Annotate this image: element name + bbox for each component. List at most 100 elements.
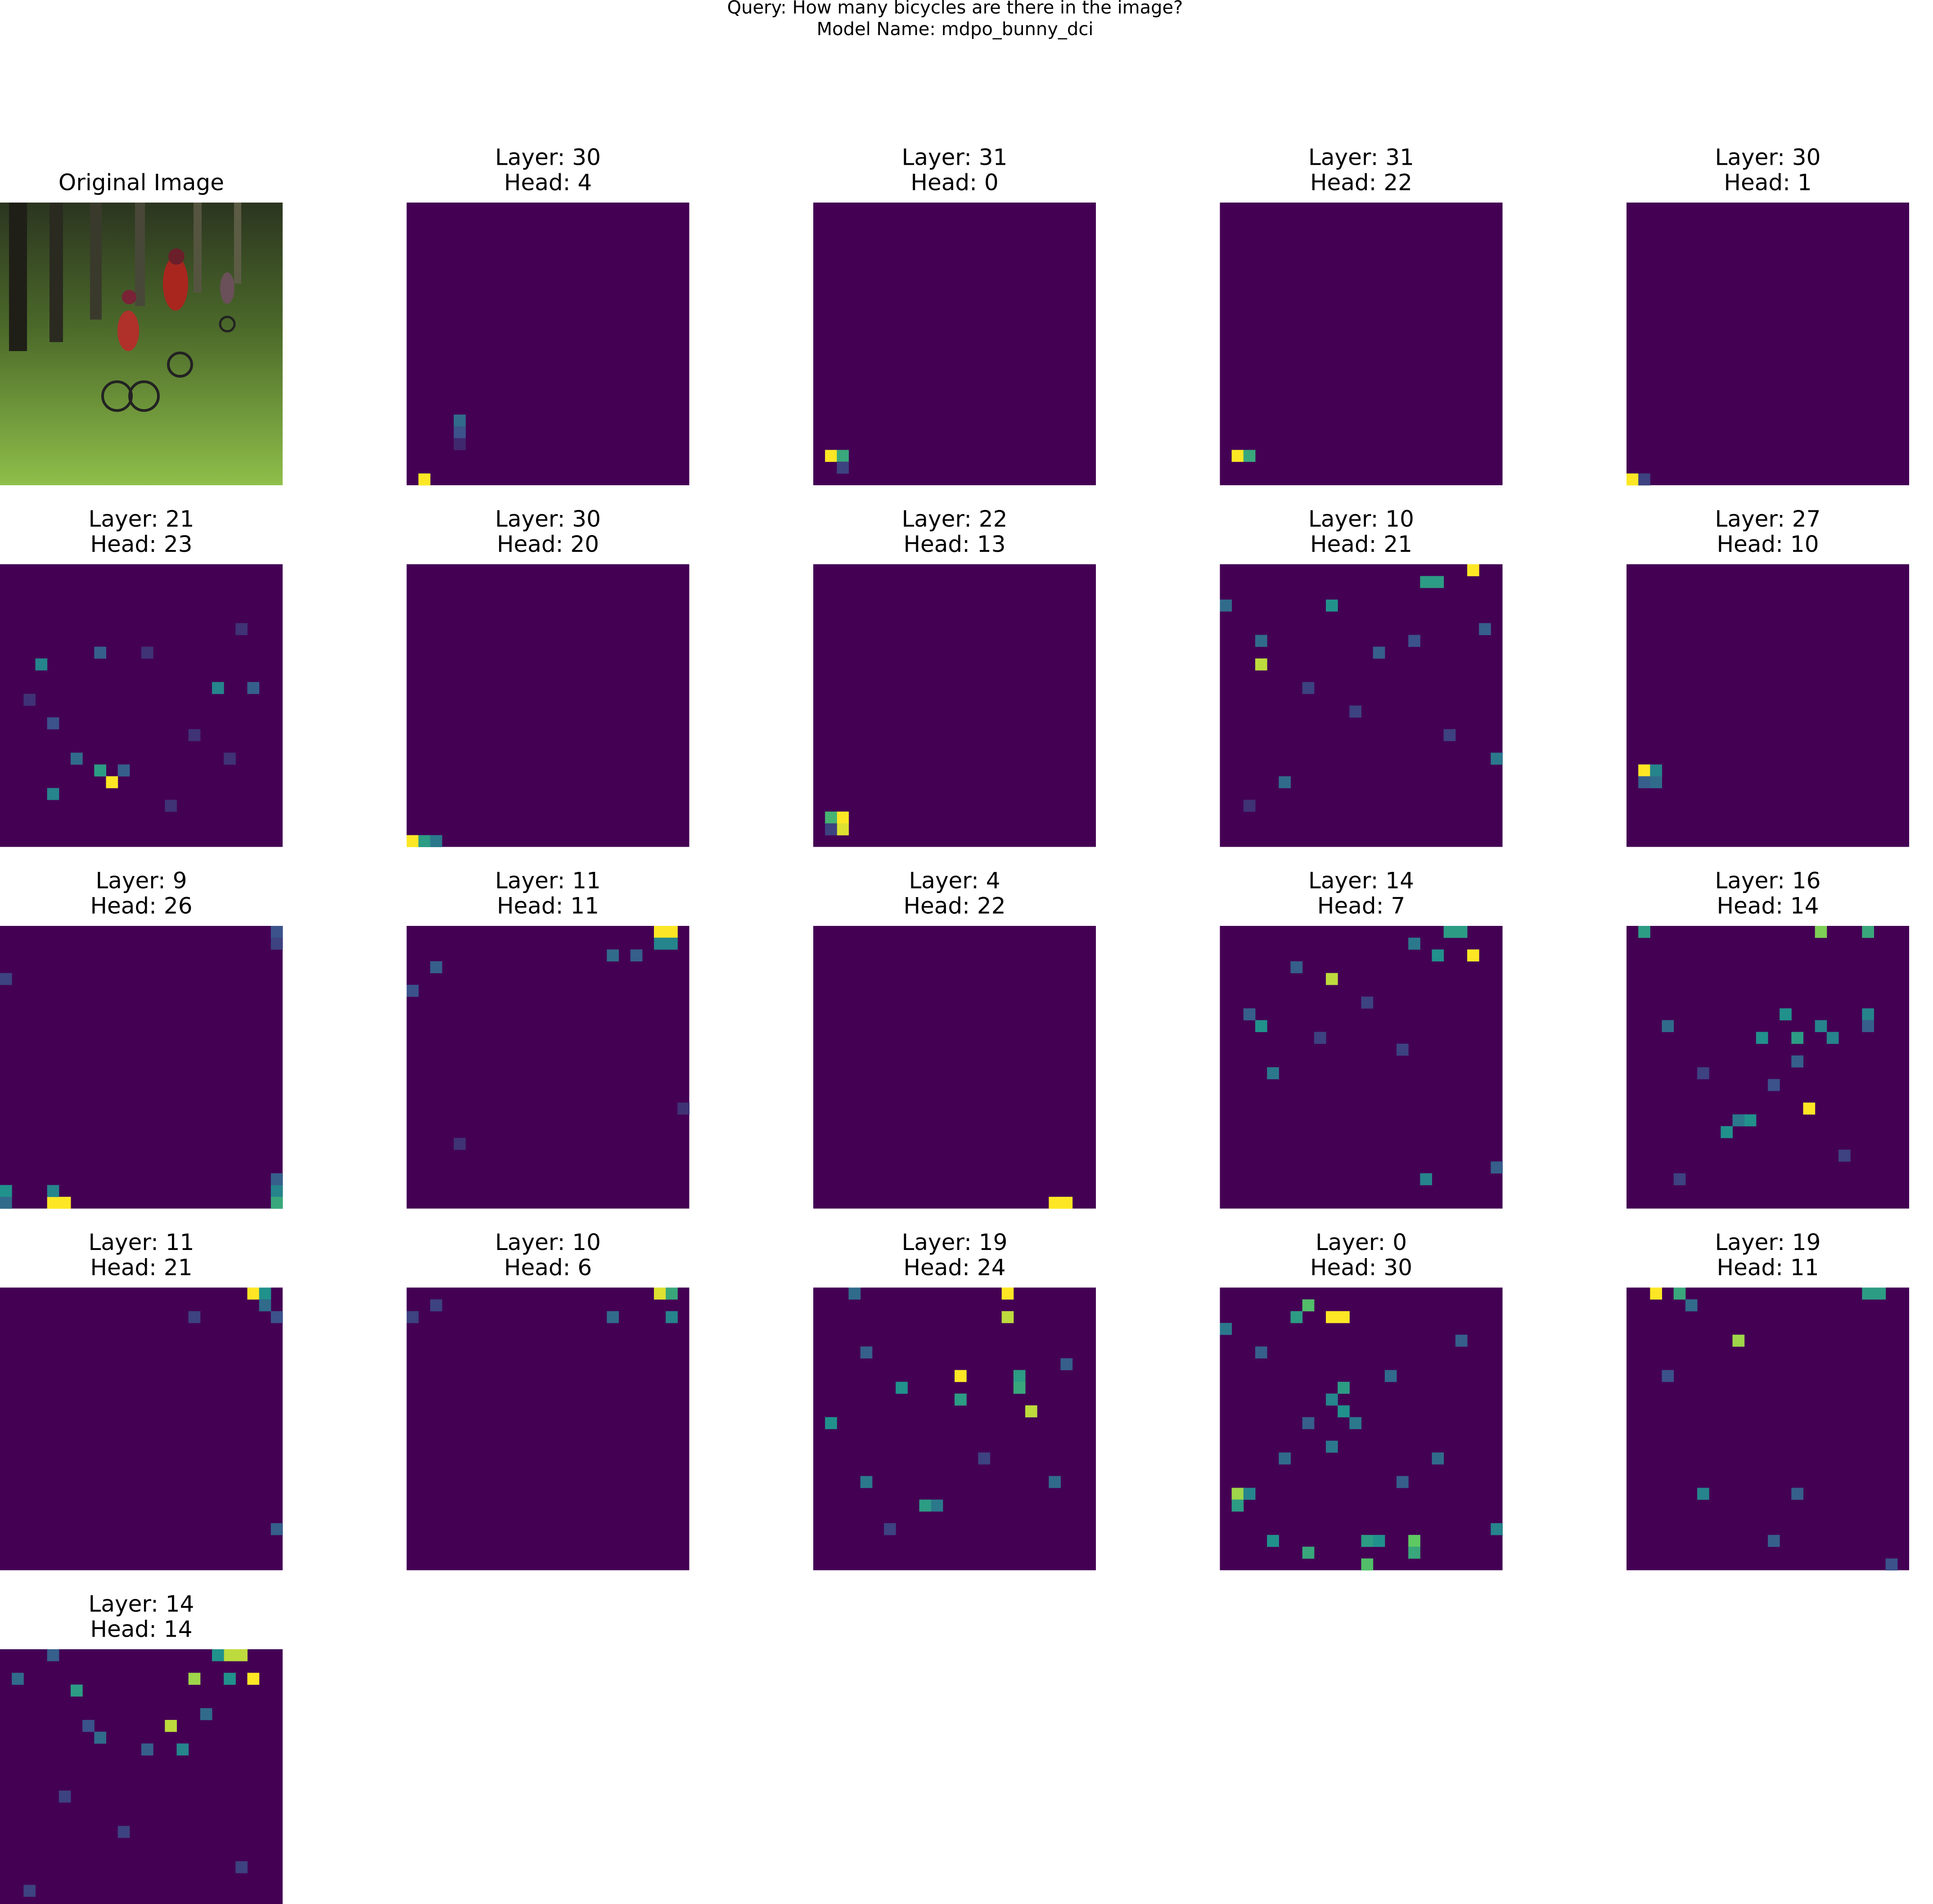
panel-title: Layer: 10	[1308, 506, 1414, 532]
panel-title: Layer: 19	[902, 1229, 1008, 1255]
heatmap-cell	[825, 823, 837, 835]
panel-title: Layer: 10	[495, 1229, 601, 1255]
heatmap-cell	[919, 1499, 932, 1512]
heatmap-cell	[188, 1311, 201, 1323]
heatmap-cell	[1290, 961, 1303, 974]
heatmap-cell	[212, 1649, 224, 1661]
heatmap-cell	[1361, 1558, 1374, 1570]
heatmap-cell	[406, 835, 419, 847]
heatmap-cell	[1862, 1020, 1874, 1032]
heatmap-cell	[1768, 1535, 1780, 1547]
panel-title: Head: 13	[903, 531, 1005, 557]
heatmap-cell	[1627, 473, 1639, 486]
heatmap-cell	[1049, 1476, 1061, 1488]
heatmap-cell	[430, 961, 442, 974]
heatmap-cell	[1397, 1476, 1409, 1488]
heatmap-cell	[259, 1299, 271, 1312]
heatmap-cell	[418, 835, 431, 847]
panel-title: Head: 21	[1310, 531, 1412, 557]
heatmap-cell	[955, 1394, 967, 1406]
heatmap-cell	[1455, 926, 1468, 938]
heatmap-cell	[1638, 473, 1650, 486]
heatmap-cell	[1397, 1043, 1409, 1056]
heatmap-cell	[1420, 1173, 1432, 1186]
heatmap-cell	[837, 450, 849, 462]
panel-title: Head: 24	[903, 1254, 1005, 1281]
heatmap-cell	[1326, 1311, 1338, 1323]
heatmap-cell	[666, 1311, 678, 1323]
heatmap-cell	[1862, 1008, 1874, 1020]
heatmap-cell	[1302, 682, 1315, 694]
heatmap-cell	[1255, 1020, 1267, 1032]
panel-title: Head: 22	[1310, 170, 1412, 196]
heatmap-background	[406, 564, 689, 847]
heatmap-cell	[247, 1287, 260, 1300]
heatmap-cell	[1326, 1440, 1338, 1453]
panel-title: Head: 11	[1717, 1254, 1819, 1281]
heatmap-cell	[837, 823, 849, 835]
heatmap-cell	[1443, 926, 1456, 938]
panel-title: Head: 4	[504, 170, 592, 196]
heatmap-cell	[47, 1185, 59, 1197]
heatmap-cell	[247, 1673, 260, 1685]
heatmap-background	[0, 1287, 283, 1570]
heatmap-background	[406, 926, 689, 1209]
panel-title: Layer: 31	[1308, 144, 1414, 171]
heatmap-cell	[141, 646, 153, 659]
heatmap-background	[1627, 203, 1909, 485]
panel-title: Head: 23	[90, 531, 192, 557]
heatmap-cell	[1220, 1323, 1232, 1335]
heatmap-cell	[825, 1417, 837, 1429]
heatmap-cell	[71, 1684, 83, 1697]
panel-title: Head: 22	[903, 893, 1005, 919]
heatmap-cell	[270, 938, 283, 950]
heatmap-cell	[59, 1791, 71, 1803]
heatmap-cell	[1744, 1114, 1757, 1127]
panel-title: Layer: 16	[1715, 868, 1821, 894]
heatmap-cell	[94, 1732, 106, 1744]
heatmap-cell	[837, 812, 849, 824]
panel-title: Layer: 30	[495, 506, 601, 532]
heatmap-cell	[259, 1287, 271, 1300]
heatmap-cell	[607, 949, 619, 961]
heatmap-background	[1220, 926, 1503, 1209]
heatmap-cell	[825, 450, 837, 462]
heatmap-cell	[406, 984, 419, 997]
heatmap-cell	[1384, 1370, 1397, 1382]
heatmap-cell	[1650, 1287, 1662, 1300]
heatmap-cell	[1326, 1394, 1338, 1406]
heatmap-cell	[837, 461, 849, 474]
heatmap-cell	[1001, 1311, 1014, 1323]
heatmap-cell	[1314, 1032, 1326, 1044]
heatmap-cell	[430, 1299, 442, 1312]
heatmap-background	[813, 564, 1096, 847]
heatmap-background	[1220, 203, 1503, 485]
heatmap-cell	[1768, 1079, 1780, 1091]
heatmap-cell	[0, 1185, 12, 1197]
heatmap-cell	[1220, 600, 1232, 612]
heatmap-cell	[666, 926, 678, 938]
heatmap-cell	[418, 473, 431, 486]
heatmap-cell	[1302, 1417, 1315, 1429]
heatmap-cell	[1231, 1488, 1244, 1500]
heatmap-cell	[1267, 1067, 1279, 1079]
heatmap-cell	[1349, 1417, 1361, 1429]
heatmap-cell	[1361, 1535, 1374, 1547]
original-image	[0, 203, 283, 485]
heatmap-cell	[117, 1826, 130, 1838]
heatmap-cell	[430, 835, 442, 847]
heatmap-cell	[270, 1311, 283, 1323]
heatmap-cell	[666, 938, 678, 950]
panel-title: Layer: 22	[902, 506, 1008, 532]
heatmap-cell	[141, 1743, 153, 1755]
panel-title: Layer: 9	[95, 868, 187, 894]
heatmap-cell	[1673, 1287, 1686, 1300]
heatmap-cell	[270, 1523, 283, 1535]
heatmap-cell	[654, 938, 666, 950]
heatmap-cell	[1060, 1358, 1073, 1371]
heatmap-cell	[1267, 1535, 1279, 1547]
heatmap-cell	[1443, 729, 1456, 741]
heatmap-background	[813, 203, 1096, 485]
heatmap-cell	[1025, 1405, 1037, 1417]
heatmap-cell	[1338, 1405, 1350, 1417]
